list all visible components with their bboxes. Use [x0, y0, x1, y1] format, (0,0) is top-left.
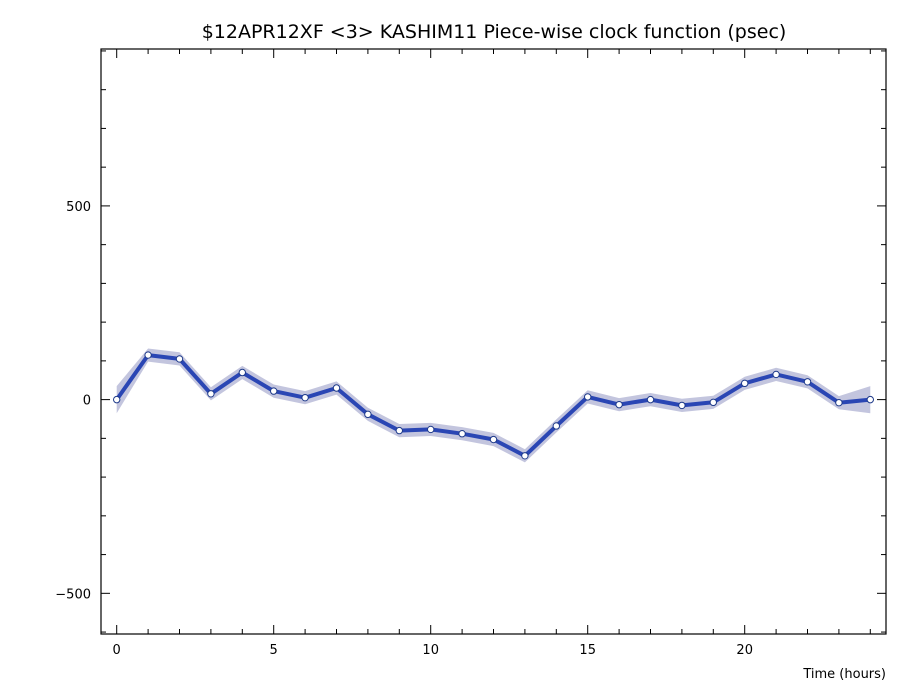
data-point	[709, 398, 717, 407]
x-tick-label: 20	[736, 643, 753, 658]
x-tick-label: 5	[270, 643, 278, 658]
y-tick-label: 0	[83, 394, 91, 409]
x-tick-label: 15	[579, 643, 596, 658]
chart-title: $12APR12XF <3> KASHIM11 Piece-wise clock…	[202, 21, 787, 43]
data-point	[741, 379, 749, 388]
data-point	[615, 400, 623, 409]
tick-labels: 0 5 10 15 20 −500 0 500	[55, 200, 753, 658]
data-point	[238, 368, 247, 377]
x-tick-label: 10	[422, 643, 439, 658]
data-point	[646, 395, 655, 404]
data-point	[395, 426, 403, 435]
data-point	[584, 393, 592, 401]
data-point	[866, 395, 874, 404]
data-point	[489, 435, 498, 444]
data-point	[427, 425, 435, 434]
data-point	[207, 390, 215, 398]
data-point	[332, 384, 341, 392]
data-point	[113, 395, 121, 404]
y-tick-label: 500	[66, 200, 91, 215]
data-point	[803, 378, 812, 386]
axis-ticks	[101, 49, 886, 634]
x-axis-label: Time (hours)	[802, 667, 886, 682]
data-point	[678, 401, 686, 410]
data-point	[270, 387, 278, 395]
data-point	[175, 355, 184, 363]
data-point	[552, 422, 560, 430]
data-point	[835, 399, 843, 407]
data-point	[301, 393, 309, 402]
error-band	[116, 348, 871, 463]
y-tick-label: −500	[55, 587, 91, 602]
plot-frame	[100, 48, 887, 635]
x-tick-label: 0	[113, 643, 121, 658]
data-points	[113, 351, 874, 460]
data-point	[364, 410, 372, 419]
error-band-area	[116, 348, 871, 463]
data-point	[772, 370, 780, 379]
data-point	[458, 430, 466, 438]
data-point	[144, 351, 152, 359]
data-point	[521, 452, 529, 460]
